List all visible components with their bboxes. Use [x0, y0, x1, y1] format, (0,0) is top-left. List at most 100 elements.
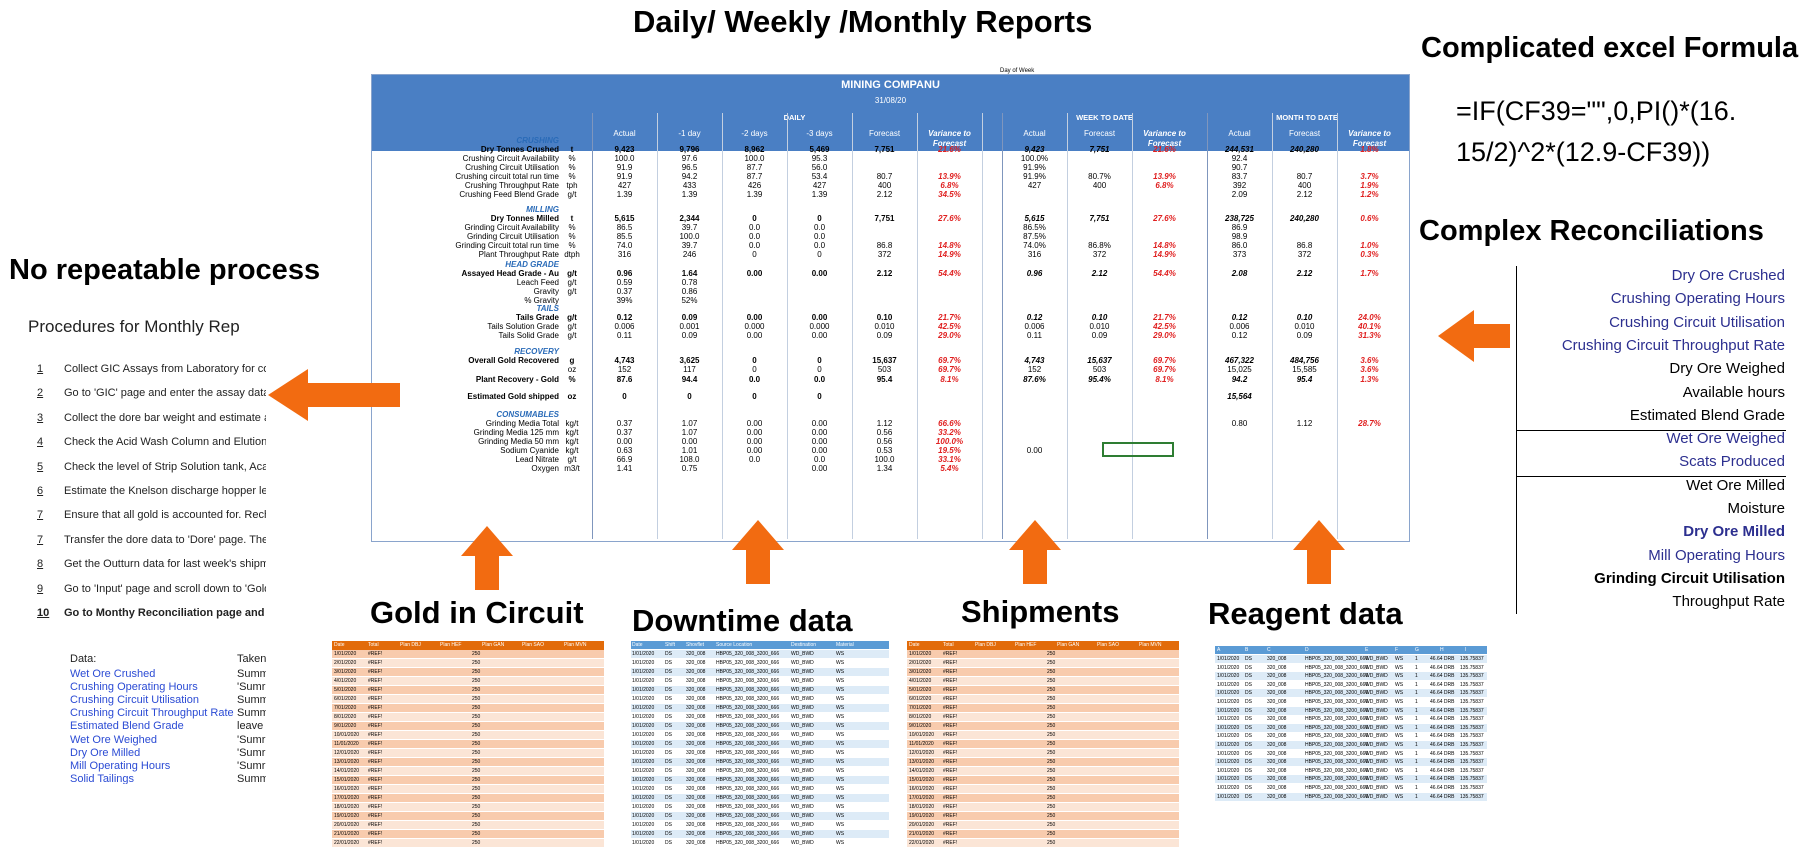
cell-value[interactable]: 15,637 [1087, 356, 1112, 365]
cell-value[interactable]: 433 [682, 181, 697, 190]
cell-value[interactable]: 0.0 [748, 223, 761, 232]
cell-value[interactable]: 372 [877, 250, 892, 259]
data-item-name[interactable]: Crushing Operating Hours [70, 681, 198, 694]
cell-value[interactable]: 80.7% [1088, 172, 1111, 181]
cell-value[interactable]: 66.6% [938, 419, 961, 428]
cell-value[interactable]: 7,751 [874, 214, 895, 223]
cell-value[interactable]: 28.7% [1358, 419, 1381, 428]
cell-value[interactable]: 21.7% [938, 313, 961, 322]
cell-value[interactable]: 8,962 [744, 145, 765, 154]
cell-value[interactable]: 15,025 [1227, 365, 1252, 374]
cell-value[interactable]: 0 [817, 356, 822, 365]
cell-value[interactable]: 39.7 [681, 223, 698, 232]
cell-value[interactable]: 0 [817, 365, 822, 374]
cell-value[interactable]: 467,322 [1225, 356, 1254, 365]
cell-value[interactable]: 246 [682, 250, 697, 259]
cell-value[interactable]: 100.0 [614, 154, 635, 163]
cell-value[interactable]: 33.2% [938, 428, 961, 437]
cell-value[interactable]: 0.75 [681, 464, 698, 473]
cell-value[interactable]: 373 [1232, 250, 1247, 259]
cell-value[interactable]: 9,423 [1024, 145, 1045, 154]
cell-value[interactable]: 86.8 [1296, 241, 1313, 250]
cell-value[interactable]: 0.56 [876, 428, 893, 437]
cell-value[interactable]: 152 [1027, 365, 1042, 374]
data-item-name[interactable]: Wet Ore Weighed [70, 733, 158, 746]
cell-value[interactable]: 91.9 [616, 163, 633, 172]
cell-value[interactable]: 503 [877, 365, 892, 374]
cell-value[interactable]: 21.6% [1153, 145, 1176, 154]
cell-value[interactable]: 4,743 [1024, 356, 1045, 365]
cell-value[interactable]: 0.09 [876, 331, 893, 340]
cell-value[interactable]: 53.4 [811, 172, 828, 181]
data-item-name[interactable]: Dry Ore Milled [70, 746, 141, 759]
cell-value[interactable]: 87.6 [616, 375, 633, 384]
cell-value[interactable]: 1.2% [1360, 190, 1379, 199]
cell-value[interactable]: 69.7% [938, 356, 961, 365]
cell-value[interactable]: 1.12 [876, 419, 893, 428]
cell-value[interactable]: 31.3% [1358, 331, 1381, 340]
cell-value[interactable]: 0.80 [1231, 419, 1248, 428]
cell-value[interactable]: 0.00 [811, 464, 828, 473]
cell-value[interactable]: 95.4% [1088, 375, 1111, 384]
cell-value[interactable]: 484,756 [1290, 356, 1319, 365]
cell-value[interactable]: 0.56 [876, 437, 893, 446]
cell-value[interactable]: 27.6% [1153, 214, 1176, 223]
cell-value[interactable]: 86.0 [1231, 241, 1248, 250]
data-item-name[interactable]: Mill Operating Hours [70, 759, 171, 772]
cell-value[interactable]: 95.3 [811, 154, 828, 163]
cell-value[interactable]: 316 [1027, 250, 1042, 259]
cell-value[interactable]: 400 [877, 181, 892, 190]
cell-value[interactable]: 34.5% [938, 190, 961, 199]
cell-value[interactable]: 54.4% [1153, 269, 1176, 278]
cell-value[interactable]: 0.00 [811, 313, 828, 322]
cell-value[interactable]: 29.0% [1153, 331, 1176, 340]
cell-value[interactable]: 0.0 [748, 455, 761, 464]
cell-value[interactable]: 83.7 [1231, 172, 1248, 181]
cell-value[interactable]: 100.0 [679, 232, 700, 241]
cell-value[interactable]: 69.7% [1153, 365, 1176, 374]
cell-value[interactable]: 0.006 [1229, 322, 1250, 331]
cell-value[interactable]: 2.12 [1296, 190, 1313, 199]
cell-value[interactable]: 2.12 [876, 269, 893, 278]
cell-value[interactable]: 427 [1027, 181, 1042, 190]
cell-value[interactable]: 8.1% [1155, 375, 1174, 384]
cell-value[interactable]: 0.006 [1024, 322, 1045, 331]
cell-value[interactable]: 1.07 [681, 419, 698, 428]
cell-value[interactable]: 0 [752, 365, 757, 374]
cell-value[interactable]: 7,751 [1089, 214, 1110, 223]
cell-value[interactable]: 100.0% [1020, 154, 1049, 163]
cell-value[interactable]: 0.00 [746, 269, 763, 278]
cell-value[interactable]: 0.11 [617, 331, 632, 340]
cell-value[interactable]: 95.4 [1296, 375, 1313, 384]
cell-value[interactable]: 0.00 [746, 428, 763, 437]
cell-value[interactable]: 400 [1092, 181, 1107, 190]
cell-value[interactable]: 100.0 [874, 455, 895, 464]
cell-value[interactable]: 0.12 [1231, 313, 1248, 322]
cell-value[interactable]: 0.00 [811, 269, 828, 278]
cell-value[interactable]: 0.10 [1296, 313, 1313, 322]
cell-value[interactable]: 1.0% [1360, 241, 1379, 250]
cell-value[interactable]: 0.0 [813, 455, 826, 464]
cell-value[interactable]: 1.39 [681, 190, 698, 199]
cell-value[interactable]: 100.0% [935, 437, 964, 446]
cell-value[interactable]: 0 [817, 392, 822, 401]
cell-value[interactable]: 0.00 [1026, 446, 1043, 455]
cell-value[interactable]: 1.64 [681, 269, 698, 278]
cell-value[interactable]: 14.9% [1153, 250, 1176, 259]
cell-value[interactable]: 1.39 [746, 190, 763, 199]
cell-value[interactable]: 0 [817, 214, 822, 223]
cell-value[interactable]: 2,344 [679, 214, 700, 223]
cell-value[interactable]: 97.6 [681, 154, 698, 163]
cell-value[interactable]: 56.0 [811, 163, 828, 172]
cell-value[interactable]: 0.001 [679, 322, 700, 331]
cell-value[interactable]: 69.7% [938, 365, 961, 374]
cell-value[interactable]: 0.63 [616, 446, 633, 455]
cell-value[interactable]: 372 [1297, 250, 1312, 259]
cell-value[interactable]: 2.12 [876, 190, 893, 199]
cell-value[interactable]: 3.6% [1360, 365, 1379, 374]
cell-value[interactable]: 0.010 [1294, 322, 1315, 331]
cell-value[interactable]: 1.12 [1296, 419, 1313, 428]
data-item-name[interactable]: Crushing Circuit Throughput Rate [70, 707, 234, 720]
cell-value[interactable]: 0.010 [874, 322, 895, 331]
cell-value[interactable]: 3.6% [1360, 356, 1379, 365]
